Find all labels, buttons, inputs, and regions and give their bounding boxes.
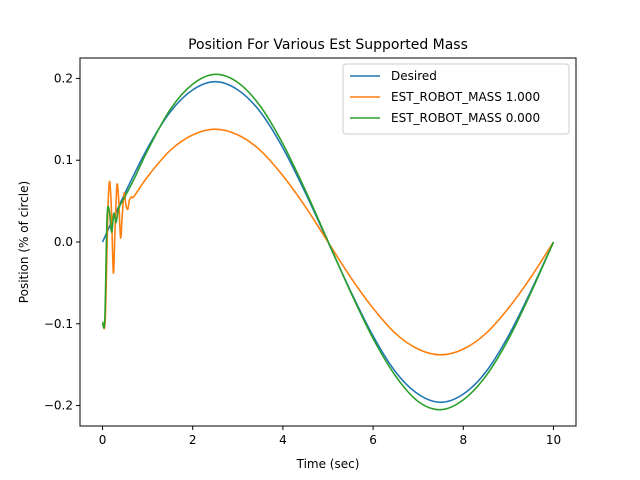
y-axis-label: Position (% of circle) xyxy=(17,181,31,303)
y-axis: −0.2 −0.1 0.0 0.1 0.2 xyxy=(44,71,80,413)
x-tick-label: 8 xyxy=(459,433,467,447)
legend-label-3: EST_ROBOT_MASS 0.000 xyxy=(391,111,540,125)
x-tick-label: 6 xyxy=(369,433,377,447)
x-tick-label: 4 xyxy=(279,433,287,447)
x-tick-label: 2 xyxy=(189,433,197,447)
chart-title: Position For Various Est Supported Mass xyxy=(188,37,468,53)
legend-box xyxy=(342,63,570,135)
x-axis: 0 2 4 6 8 10 xyxy=(99,426,561,447)
legend-label-2: EST_ROBOT_MASS 1.000 xyxy=(391,90,540,104)
legend-label-1: Desired xyxy=(391,69,437,83)
y-tick-label: 0.0 xyxy=(54,235,73,249)
y-tick-label: −0.1 xyxy=(44,317,73,331)
series-line-2 xyxy=(101,128,555,356)
plot-lines xyxy=(101,73,555,411)
x-axis-label: Time (sec) xyxy=(296,457,360,471)
y-tick-label: 0.2 xyxy=(54,71,73,85)
y-tick-label: −0.2 xyxy=(44,399,73,413)
y-tick-label: 0.1 xyxy=(54,153,73,167)
legend: Desired EST_ROBOT_MASS 1.000 EST_ROBOT_MAS… xyxy=(342,63,570,135)
x-tick-label: 10 xyxy=(546,433,561,447)
series-line-3 xyxy=(101,73,555,411)
x-tick-label: 0 xyxy=(99,433,107,447)
